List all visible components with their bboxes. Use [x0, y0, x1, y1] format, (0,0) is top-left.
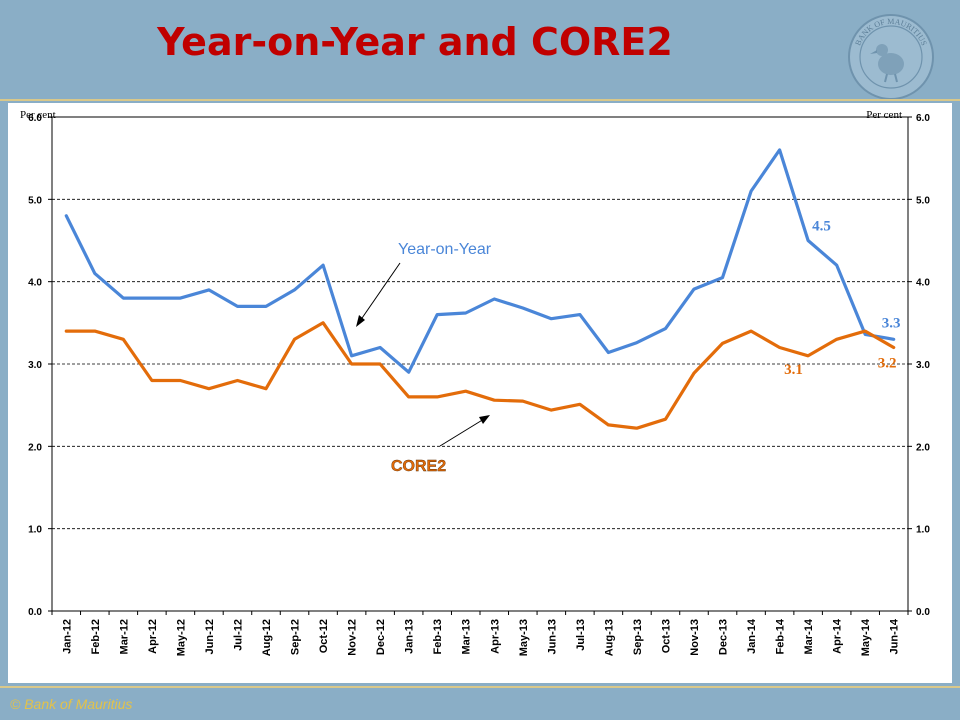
x-tick-label: Nov-12 — [347, 619, 359, 656]
series-line-core2 — [64, 321, 896, 430]
x-tick-label: Jul-12 — [232, 619, 244, 651]
x-tick-label: Mar-13 — [461, 619, 473, 654]
grid-lines — [48, 116, 912, 612]
x-tick-label: Jul-13 — [575, 619, 587, 651]
y-tick-label-left: 6.0 — [28, 113, 42, 124]
y-tick-label-right: 0.0 — [916, 607, 930, 618]
bank-of-mauritius-seal-icon: BANK OF MAURITIUS — [848, 14, 934, 100]
y-tick-label-left: 1.0 — [28, 525, 42, 536]
x-tick-label: Dec-13 — [718, 619, 730, 655]
chart-panel: 0.0 1.0 2.0 3.0 4.0 5.0 6.0 0.0 1.0 2.0 3.0 4.0 5.0… — [8, 103, 952, 683]
series-line-yoy — [64, 148, 896, 374]
x-tick-label: Sep-12 — [290, 619, 302, 655]
y-tick-label-left: 5.0 — [28, 195, 42, 206]
y-ticks-left: 0.0 1.0 2.0 3.0 4.0 5.0 6.0 — [28, 113, 42, 618]
x-tick-label: Apr-14 — [832, 618, 844, 654]
x-tick-label: May-14 — [860, 618, 872, 656]
x-tick-label: May-13 — [518, 619, 530, 656]
series-lines — [64, 148, 896, 430]
x-tick-label: Jun-12 — [204, 619, 216, 654]
slide-title: Year-on-Year and CORE2 — [157, 20, 673, 64]
y-tick-label-right: 3.0 — [916, 360, 930, 371]
x-tick-label: Mar-12 — [118, 619, 130, 654]
right-unit-label: Per cent — [866, 109, 902, 121]
x-tick-label: Jan-14 — [746, 618, 758, 654]
y-tick-label-right: 1.0 — [916, 525, 930, 536]
series-label-core2: CORE2 — [391, 458, 446, 475]
x-tick-label: Jun-13 — [546, 619, 558, 654]
x-tick-label: Nov-13 — [689, 619, 701, 656]
data-label: 3.3 — [882, 315, 901, 331]
line-chart: 0.0 1.0 2.0 3.0 4.0 5.0 6.0 0.0 1.0 2.0 3.0 4.0 5.0… — [20, 109, 930, 656]
y-tick-label-right: 2.0 — [916, 442, 930, 453]
y-tick-label-right: 4.0 — [916, 278, 930, 289]
x-tick-label: Sep-13 — [632, 619, 644, 655]
series-label-yoy: Year-on-Year — [398, 241, 492, 258]
data-labels: 4.5 3.3 3.1 3.2 — [784, 219, 900, 378]
x-tick-label: Feb-12 — [90, 619, 102, 654]
y-tick-label-left: 3.0 — [28, 360, 42, 371]
y-tick-label-left: 0.0 — [28, 607, 42, 618]
bottom-rule — [0, 686, 960, 688]
y-ticks-right: 0.0 1.0 2.0 3.0 4.0 5.0 6.0 — [916, 113, 930, 618]
x-tick-label: Oct-12 — [318, 619, 330, 653]
yoy-arrow-line — [359, 262, 401, 322]
data-label: 3.1 — [784, 362, 803, 378]
top-rule — [0, 99, 960, 101]
x-ticks: Jan-12 Feb-12 Mar-12 Apr-12 May-12 Jun-12 Jul-… — [51, 611, 909, 656]
yoy-arrow-head — [356, 315, 365, 327]
y-tick-label-left: 4.0 — [28, 278, 42, 289]
data-label: 4.5 — [812, 219, 831, 235]
x-tick-label: Feb-13 — [432, 619, 444, 654]
y-tick-label-right: 6.0 — [916, 113, 930, 124]
x-tick-label: Jan-13 — [404, 619, 416, 654]
left-unit-label: Per cent — [20, 109, 56, 121]
x-tick-label: May-12 — [175, 619, 187, 656]
core2-arrow-line — [439, 418, 485, 447]
y-tick-label-right: 5.0 — [916, 195, 930, 206]
x-tick-label: Jan-12 — [61, 619, 73, 654]
x-tick-label: Feb-14 — [775, 618, 787, 654]
copyright-text: © Bank of Mauritius — [10, 696, 133, 712]
x-tick-label: Jun-14 — [889, 618, 901, 654]
x-tick-label: Aug-12 — [261, 619, 273, 656]
x-tick-label: Oct-13 — [660, 619, 672, 653]
x-tick-label: Mar-14 — [803, 618, 815, 654]
x-tick-label: Apr-13 — [489, 619, 501, 654]
data-label: 3.2 — [878, 356, 897, 372]
core2-arrow-head — [479, 415, 490, 424]
x-tick-label: Aug-13 — [603, 619, 615, 656]
y-tick-label-left: 2.0 — [28, 442, 42, 453]
x-tick-label: Apr-12 — [147, 619, 159, 654]
x-tick-label: Dec-12 — [375, 619, 387, 655]
